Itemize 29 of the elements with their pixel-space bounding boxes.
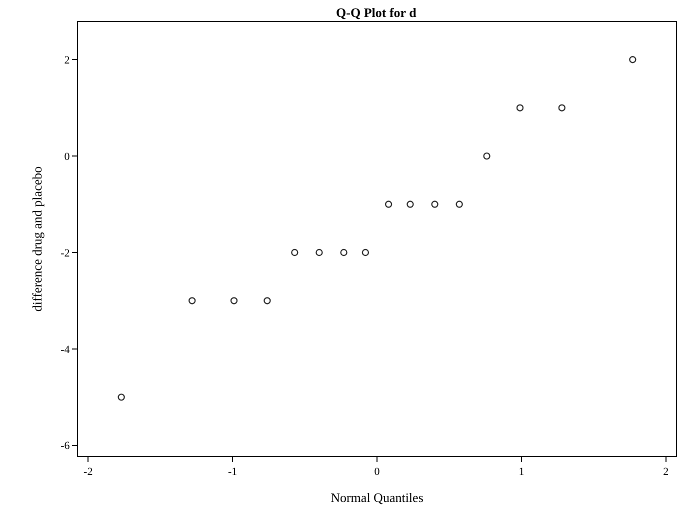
- point: [230, 297, 238, 304]
- point: [340, 248, 348, 256]
- point: [362, 248, 370, 256]
- x-tick-label: -2: [84, 466, 93, 478]
- point: [316, 248, 323, 256]
- y-tick-label: 2: [64, 54, 70, 66]
- point: [629, 56, 636, 64]
- y-axis-title: difference drug and placebo: [30, 166, 45, 312]
- point: [516, 104, 524, 112]
- y-tick-label: -4: [60, 344, 70, 356]
- point: [558, 104, 566, 112]
- x-tick-label: 0: [374, 466, 380, 478]
- chart-title: Q-Q Plot for d: [336, 4, 418, 20]
- x-tick-label: -1: [228, 466, 238, 478]
- point: [456, 200, 463, 208]
- point: [118, 394, 125, 401]
- point: [291, 248, 298, 256]
- x-axis-title: Normal Quantiles: [330, 490, 424, 505]
- y-tick-label: 0: [64, 150, 70, 163]
- point: [483, 152, 490, 160]
- point: [406, 200, 414, 208]
- y-tick-label: -6: [60, 440, 70, 452]
- point: [384, 200, 392, 208]
- x-tick-label: 2: [663, 466, 669, 478]
- point: [264, 297, 271, 304]
- y-tick-label: -2: [60, 247, 70, 260]
- x-tick-label: 1: [518, 466, 524, 478]
- point: [188, 297, 196, 304]
- point: [431, 200, 438, 208]
